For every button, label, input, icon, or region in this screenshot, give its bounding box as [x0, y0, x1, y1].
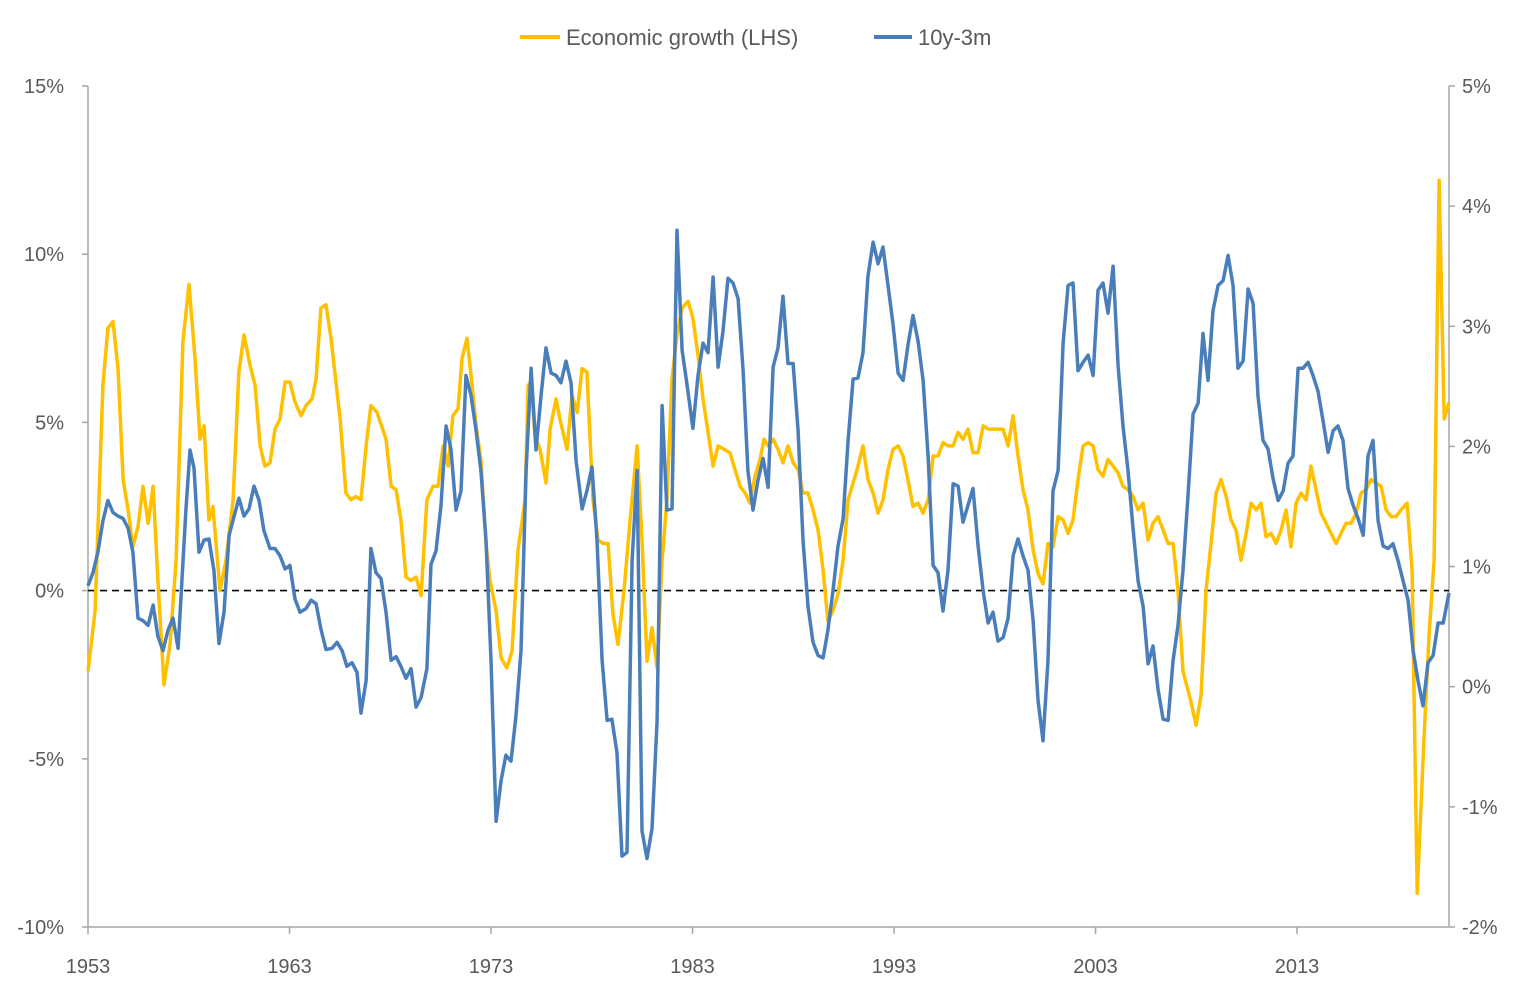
left-y-tick-label: 5%	[35, 412, 64, 434]
left-y-tick-label: 0%	[35, 581, 64, 603]
series-line	[86, 228, 1451, 861]
x-tick-label: 2013	[1275, 956, 1320, 978]
right-y-tick-label: 4%	[1462, 196, 1491, 218]
right-y-tick-label: -2%	[1462, 917, 1498, 939]
axes: 15% 10% 5% 0% -5% -10% 5% 4% 3% 2% 1% 0% -1% -2% 1953 1…	[17, 76, 1497, 978]
right-y-tick-label: 3%	[1462, 316, 1491, 338]
right-y-tick-label: 0%	[1462, 677, 1491, 699]
left-y-tick-label: 15%	[24, 76, 64, 98]
right-y-tick-label: -1%	[1462, 797, 1498, 819]
left-y-tick-label: 10%	[24, 244, 64, 266]
plot-area	[86, 178, 1451, 896]
legend-label-10y-3m: 10y-3m	[918, 25, 991, 50]
series-economic-growth	[86, 178, 1451, 896]
right-y-tick-label: 5%	[1462, 76, 1491, 98]
x-tick-label: 1993	[872, 956, 917, 978]
x-tick-label: 1953	[66, 956, 111, 978]
right-y-tick-label: 1%	[1462, 557, 1491, 579]
x-tick-label: 1963	[267, 956, 312, 978]
left-y-tick-label: -5%	[28, 749, 64, 771]
x-tick-label: 1983	[670, 956, 715, 978]
x-tick-label: 1973	[469, 956, 514, 978]
series-line	[86, 178, 1451, 896]
right-y-tick-label: 2%	[1462, 436, 1491, 458]
series-10y-3m	[86, 228, 1451, 861]
legend: Economic growth (LHS) 10y-3m	[520, 25, 991, 50]
legend-label-economic-growth: Economic growth (LHS)	[566, 25, 798, 50]
left-y-tick-label: -10%	[17, 917, 64, 939]
x-tick-label: 2003	[1073, 956, 1118, 978]
